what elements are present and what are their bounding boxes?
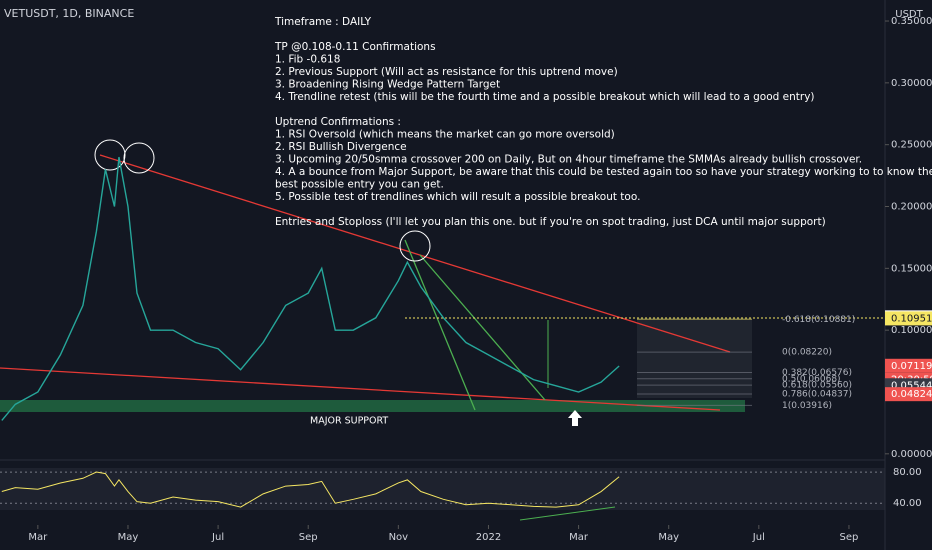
annotation: best possible entry you can get. [275, 179, 444, 191]
y-tick-label: 0.10000 [891, 325, 932, 336]
y-tick-label: 0.35000 [891, 16, 932, 27]
x-tick-label: Mar [569, 532, 589, 543]
divergence-line [519, 506, 616, 521]
price-badge [885, 387, 932, 402]
annotation: 3. Broadening Rising Wedge Pattern Targe… [275, 79, 500, 91]
price-line [1, 156, 620, 421]
annotation: 2. RSI Bullish Divergence [275, 141, 407, 153]
y-tick-label: 0.15000 [891, 263, 932, 274]
fib-zone [637, 318, 752, 398]
x-tick-label: Jul [211, 532, 224, 543]
annotation: 1. RSI Oversold (which means the market … [275, 129, 615, 141]
annotation: Uptrend Confirmations : [275, 116, 401, 128]
trendline [404, 239, 476, 411]
highlight [399, 230, 431, 262]
highlight [123, 142, 155, 174]
price-badge-label: 0.07119 [891, 361, 932, 372]
up-arrow [568, 410, 582, 426]
fib-label: 0.5(0.06068) [782, 374, 841, 384]
price-badge-label: 0.04824 [891, 389, 932, 400]
annotation: 4. Trendline retest (this will be the fo… [275, 91, 815, 103]
fib-label: 0.786(0.04837) [782, 390, 852, 400]
x-tick-label: Nov [389, 532, 409, 543]
fib-label: 1(0.03916) [782, 401, 832, 411]
chart-title: VETUSDT, 1D, BINANCE [4, 7, 134, 20]
price-badge [885, 311, 932, 326]
x-tick-label: Jul [752, 532, 765, 543]
x-tick-label: Sep [840, 532, 859, 543]
support-zone [0, 400, 745, 412]
y-tick-label: 0.20000 [891, 202, 932, 213]
trendline [0, 367, 721, 411]
trendline [99, 154, 731, 353]
x-tick-label: Sep [299, 532, 318, 543]
fib-label: -0.618(0.10881) [782, 315, 855, 325]
currency: USDT [895, 9, 923, 20]
x-tick-label: Mar [28, 532, 48, 543]
x-tick-label: May [658, 532, 679, 543]
y-tick-label: 0.25000 [891, 140, 932, 151]
price-badge-label: 0.05544 [891, 380, 932, 391]
support-label: MAJOR SUPPORT [310, 416, 388, 427]
x-tick-label: May [118, 532, 139, 543]
annotation: 2. Previous Support (Will act as resista… [275, 66, 618, 78]
fib-label: 0.618(0.05560) [782, 381, 852, 391]
rsi-line [1, 471, 620, 508]
annotation: Timeframe : DAILY [274, 16, 372, 28]
annotation: 1. Fib -0.618 [275, 54, 340, 66]
annotation: 5. Possible test of trendlines which wil… [275, 191, 640, 203]
price-badge-label: 0.10951 [891, 313, 932, 324]
rsi-band [0, 468, 885, 510]
y-tick-label: 0.00000 [891, 449, 932, 460]
highlight [94, 139, 126, 171]
rsi-tick-label: 40.00 [893, 498, 922, 509]
y-tick-label: 0.30000 [891, 78, 932, 89]
trendline [419, 254, 546, 401]
annotation: 3. Upcoming 20/50smma crossover 200 on D… [275, 154, 862, 166]
annotation: 4. A a bounce from Major Support, be awa… [275, 166, 932, 178]
fib-label: 0.382(0.06576) [782, 368, 852, 378]
annotation: TP @0.108-0.11 Confirmations [274, 41, 436, 53]
annotation: Entries and Stoploss (I'll let you plan … [275, 216, 826, 228]
rsi-tick-label: 80.00 [893, 467, 922, 478]
x-tick-label: 2022 [476, 532, 501, 543]
price-badge [885, 358, 932, 373]
fib-label: 0(0.08220) [782, 348, 832, 358]
